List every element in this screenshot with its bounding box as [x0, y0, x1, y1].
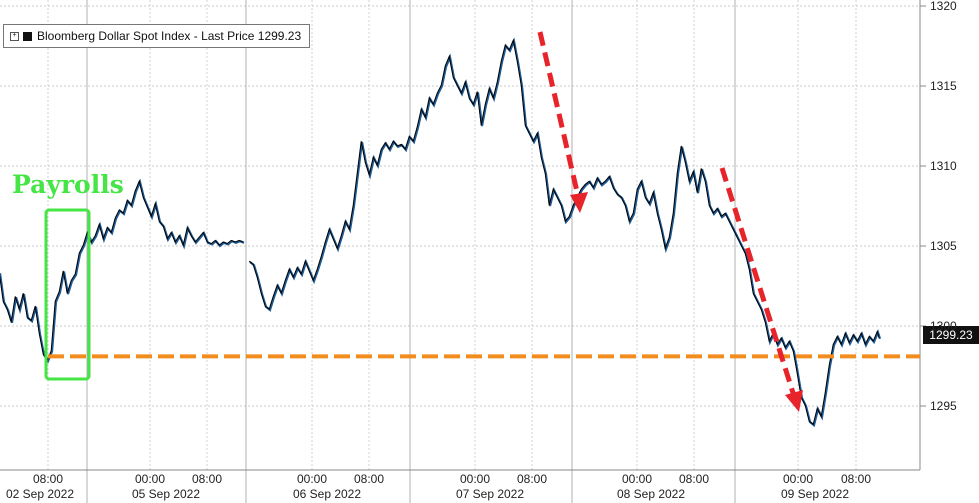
series-line — [0, 179, 244, 362]
x-time-label: 00:00 — [296, 472, 328, 486]
x-date-label: 02 Sep 2022 — [5, 487, 75, 501]
x-time-label: 08:00 — [191, 472, 223, 486]
legend: + Bloomberg Dollar Spot Index - Last Pri… — [3, 24, 311, 48]
price-series — [0, 37, 882, 428]
x-time-label: 00:00 — [134, 472, 166, 486]
legend-label: Bloomberg Dollar Spot Index - Last Price… — [37, 29, 302, 43]
x-date-label: 07 Sep 2022 — [455, 487, 525, 501]
x-date-label: 09 Sep 2022 — [780, 487, 850, 501]
arrow-1 — [537, 31, 588, 213]
series-line-shadow — [249, 37, 882, 428]
x-time-label: 08:00 — [678, 472, 710, 486]
y-tick-label: 1305 — [930, 239, 957, 253]
x-date-label: 06 Sep 2022 — [292, 487, 362, 501]
x-time-label: 08:00 — [353, 472, 385, 486]
legend-toggle-icon[interactable]: + — [10, 31, 19, 41]
x-date-label: 05 Sep 2022 — [131, 487, 201, 501]
grid-lines — [0, 0, 926, 503]
y-tick-label: 1295 — [930, 399, 957, 413]
y-tick-label: 1315 — [930, 79, 957, 93]
x-time-label: 08:00 — [32, 472, 64, 486]
payrolls-highlight-box — [44, 208, 91, 381]
legend-swatch-icon — [23, 31, 32, 41]
arrow-2 — [719, 167, 803, 412]
last-price-badge: 1299.23 — [923, 326, 979, 344]
x-time-label: 00:00 — [621, 472, 653, 486]
payrolls-annotation: Payrolls — [12, 170, 124, 199]
x-time-label: 08:00 — [516, 472, 548, 486]
x-time-label: 00:00 — [782, 472, 814, 486]
x-time-label: 08:00 — [840, 472, 872, 486]
y-tick-label: 1310 — [930, 159, 957, 173]
x-time-label: 00:00 — [459, 472, 491, 486]
y-tick-label: 1300 — [930, 319, 957, 333]
x-date-label: 08 Sep 2022 — [616, 487, 686, 501]
y-tick-label: 1320 — [930, 0, 957, 13]
